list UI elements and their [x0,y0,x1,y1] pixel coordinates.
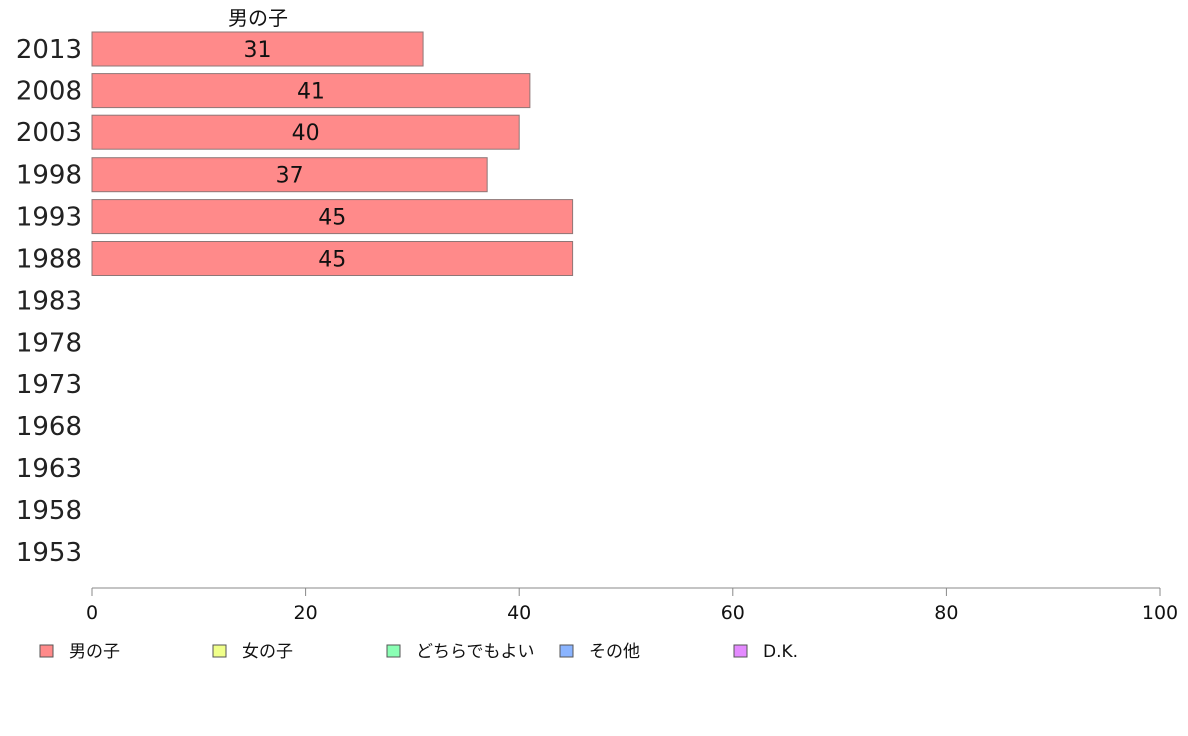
x-tick-label: 60 [721,602,745,624]
legend: 男の子 女の子 どちらでもよい その他 D.K. [39,642,798,662]
year-label: 1988 [16,245,82,275]
bar-value-label: 45 [318,206,346,231]
x-axis: 0 20 40 60 80 100 [86,587,1178,624]
year-label: 2013 [16,35,82,65]
year-label: 1963 [16,454,82,484]
year-label: 2003 [16,118,82,148]
x-tick-label: 40 [507,602,531,624]
year-label: 1953 [16,538,82,568]
year-label: 1993 [16,203,82,233]
bar [91,199,574,235]
bar-value-label: 45 [318,248,346,273]
x-tick-label: 100 [1142,602,1178,624]
legend-label: どちらでもよい [416,642,535,662]
series-title: 男の子 [228,6,288,30]
bar-value-label: 41 [297,80,325,105]
year-label: 1968 [16,412,82,442]
x-tick-label: 0 [86,602,98,624]
legend-label: その他 [589,642,640,662]
legend-label: 男の子 [69,642,120,662]
legend-swatch [386,644,401,658]
legend-swatch [39,644,54,658]
bars [91,31,574,276]
bar-value-label: 37 [276,164,304,189]
bar-labels: 31 41 40 37 45 45 [244,38,347,273]
legend-swatch [733,644,748,658]
bar-value-label: 31 [244,38,272,63]
bar [91,157,488,193]
bar [91,31,424,67]
bar [91,114,520,150]
bar [91,241,574,276]
bar-value-label: 40 [292,121,320,146]
year-label: 1978 [16,328,82,358]
legend-label: D.K. [763,642,798,662]
x-tick-label: 20 [294,602,318,624]
bar [91,73,531,109]
legend-label: 女の子 [242,642,293,662]
year-labels: 2013 2008 2003 1998 1993 1988 1983 1978 1973 1968… [16,35,82,568]
year-label: 1973 [16,370,82,400]
legend-swatch [212,644,227,658]
legend-swatch [559,644,574,658]
year-label: 1983 [16,286,82,316]
year-label: 2008 [16,77,82,107]
x-tick-label: 80 [934,602,958,624]
year-label: 1998 [16,161,82,191]
year-label: 1958 [16,496,82,526]
